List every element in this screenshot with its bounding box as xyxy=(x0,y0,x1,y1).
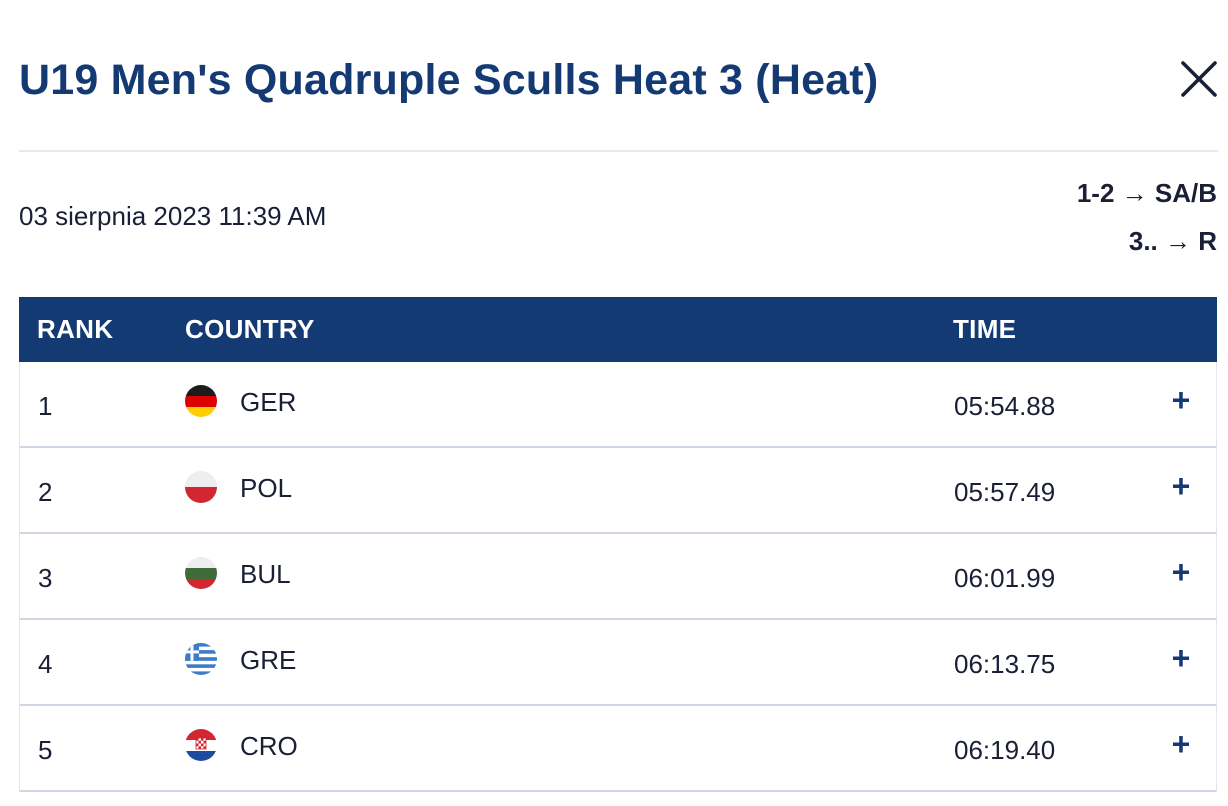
progression-rule-1: 1-2 → SA/B xyxy=(1076,178,1217,208)
country-cell: CRO xyxy=(240,731,298,761)
country-cell: GRE xyxy=(240,645,297,675)
header-divider xyxy=(19,150,1218,152)
expand-row-button[interactable]: + xyxy=(1171,382,1191,418)
time-cell: 06:01.99 xyxy=(954,563,1056,593)
rank-cell: 3 xyxy=(38,563,53,593)
country-cell: GER xyxy=(240,387,297,417)
expand-row-button[interactable]: + xyxy=(1171,554,1191,590)
table-row: 2 POL 05:57.49 + xyxy=(19,448,1217,534)
table-row: 4 GRE 06:13.75 + xyxy=(19,620,1217,706)
close-icon xyxy=(1181,61,1217,97)
country-cell: POL xyxy=(240,473,293,503)
header-rank: RANK xyxy=(37,314,114,344)
time-cell: 05:54.88 xyxy=(954,391,1056,421)
header-time: TIME xyxy=(953,314,1017,344)
results-table: RANK COUNTRY TIME 1 GER 05:54.88 + 2 xyxy=(19,297,1217,792)
header-country: COUNTRY xyxy=(185,314,315,344)
rank-cell: 4 xyxy=(38,649,53,679)
expand-row-button[interactable]: + xyxy=(1171,468,1191,504)
time-cell: 06:13.75 xyxy=(954,649,1056,679)
germany-flag-icon xyxy=(185,385,217,417)
rank-cell: 1 xyxy=(38,391,53,421)
progression-rule-2: 3.. → R xyxy=(1128,226,1217,256)
table-row: 5 CRO 06:19.40 + xyxy=(19,706,1217,792)
poland-flag-icon xyxy=(185,471,217,503)
expand-row-button[interactable]: + xyxy=(1171,726,1191,762)
country-cell: BUL xyxy=(240,559,291,589)
table-row: 3 BUL 06:01.99 + xyxy=(19,534,1217,620)
race-datetime: 03 sierpnia 2023 11:39 AM xyxy=(19,201,327,231)
greece-flag-icon xyxy=(185,643,217,675)
time-cell: 06:19.40 xyxy=(954,735,1056,765)
bulgaria-flag-icon xyxy=(185,557,217,589)
close-button[interactable] xyxy=(1176,56,1222,102)
rank-cell: 5 xyxy=(38,735,53,765)
race-title: U19 Men's Quadruple Sculls Heat 3 (Heat) xyxy=(19,56,879,104)
expand-row-button[interactable]: + xyxy=(1171,640,1191,676)
table-header: RANK COUNTRY TIME xyxy=(19,297,1217,362)
time-cell: 05:57.49 xyxy=(954,477,1056,507)
croatia-flag-icon xyxy=(185,729,217,761)
rank-cell: 2 xyxy=(38,477,53,507)
table-row: 1 GER 05:54.88 + xyxy=(19,362,1217,448)
